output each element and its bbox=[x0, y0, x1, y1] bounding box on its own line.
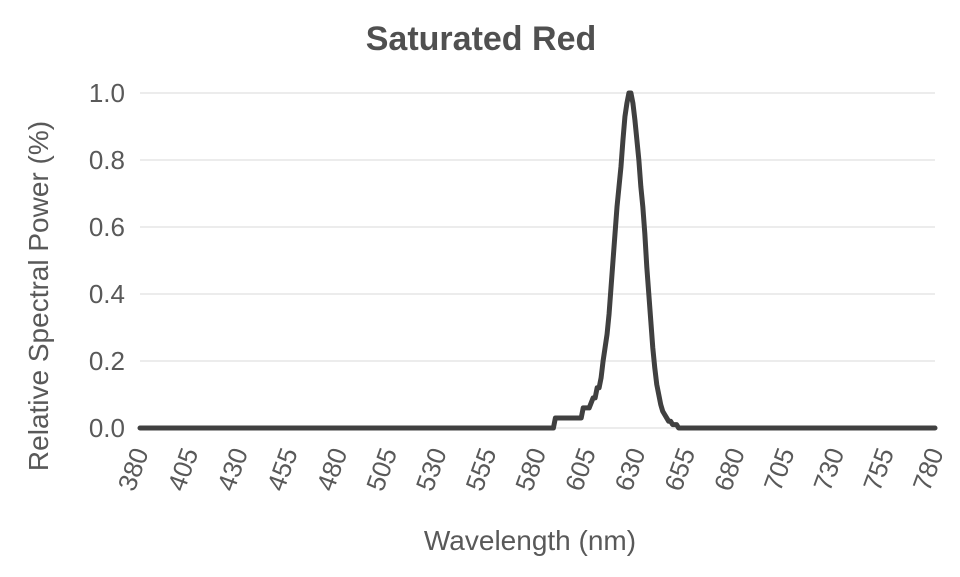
y-tick-label: 0.8 bbox=[89, 145, 125, 175]
x-tick-label: 455 bbox=[261, 444, 304, 495]
x-tick-label: 530 bbox=[410, 444, 453, 495]
x-tick-label: 605 bbox=[559, 444, 602, 495]
x-tick-label: 780 bbox=[907, 444, 950, 495]
x-tick-label: 655 bbox=[658, 444, 701, 495]
y-tick-labels: 0.0 0.2 0.4 0.6 0.8 1.0 bbox=[89, 78, 125, 443]
gridlines bbox=[140, 92, 935, 429]
x-tick-labels: 380 405 430 455 480 505 530 555 580 605 630 655 680 7… bbox=[112, 444, 950, 495]
y-axis-label: Relative Spectral Power (%) bbox=[23, 121, 54, 471]
x-tick-label: 380 bbox=[112, 444, 155, 495]
series-line bbox=[137, 90, 938, 431]
x-tick-label: 680 bbox=[708, 444, 751, 495]
x-tick-label: 705 bbox=[758, 444, 801, 495]
y-tick-label: 0.4 bbox=[89, 279, 125, 309]
x-tick-label: 755 bbox=[857, 444, 900, 495]
x-tick-label: 430 bbox=[211, 444, 254, 495]
y-tick-label: 0.6 bbox=[89, 212, 125, 242]
y-tick-label: 1.0 bbox=[89, 78, 125, 108]
x-tick-label: 555 bbox=[459, 444, 502, 495]
x-tick-label: 505 bbox=[360, 444, 403, 495]
x-tick-label: 405 bbox=[161, 444, 204, 495]
x-axis-label: Wavelength (nm) bbox=[424, 525, 636, 556]
x-tick-label: 730 bbox=[807, 444, 850, 495]
x-tick-label: 630 bbox=[608, 444, 651, 495]
chart-title: Saturated Red bbox=[366, 20, 597, 58]
x-tick-label: 580 bbox=[509, 444, 552, 495]
y-tick-label: 0.0 bbox=[89, 413, 125, 443]
x-tick-label: 480 bbox=[310, 444, 353, 495]
y-tick-label: 0.2 bbox=[89, 346, 125, 376]
